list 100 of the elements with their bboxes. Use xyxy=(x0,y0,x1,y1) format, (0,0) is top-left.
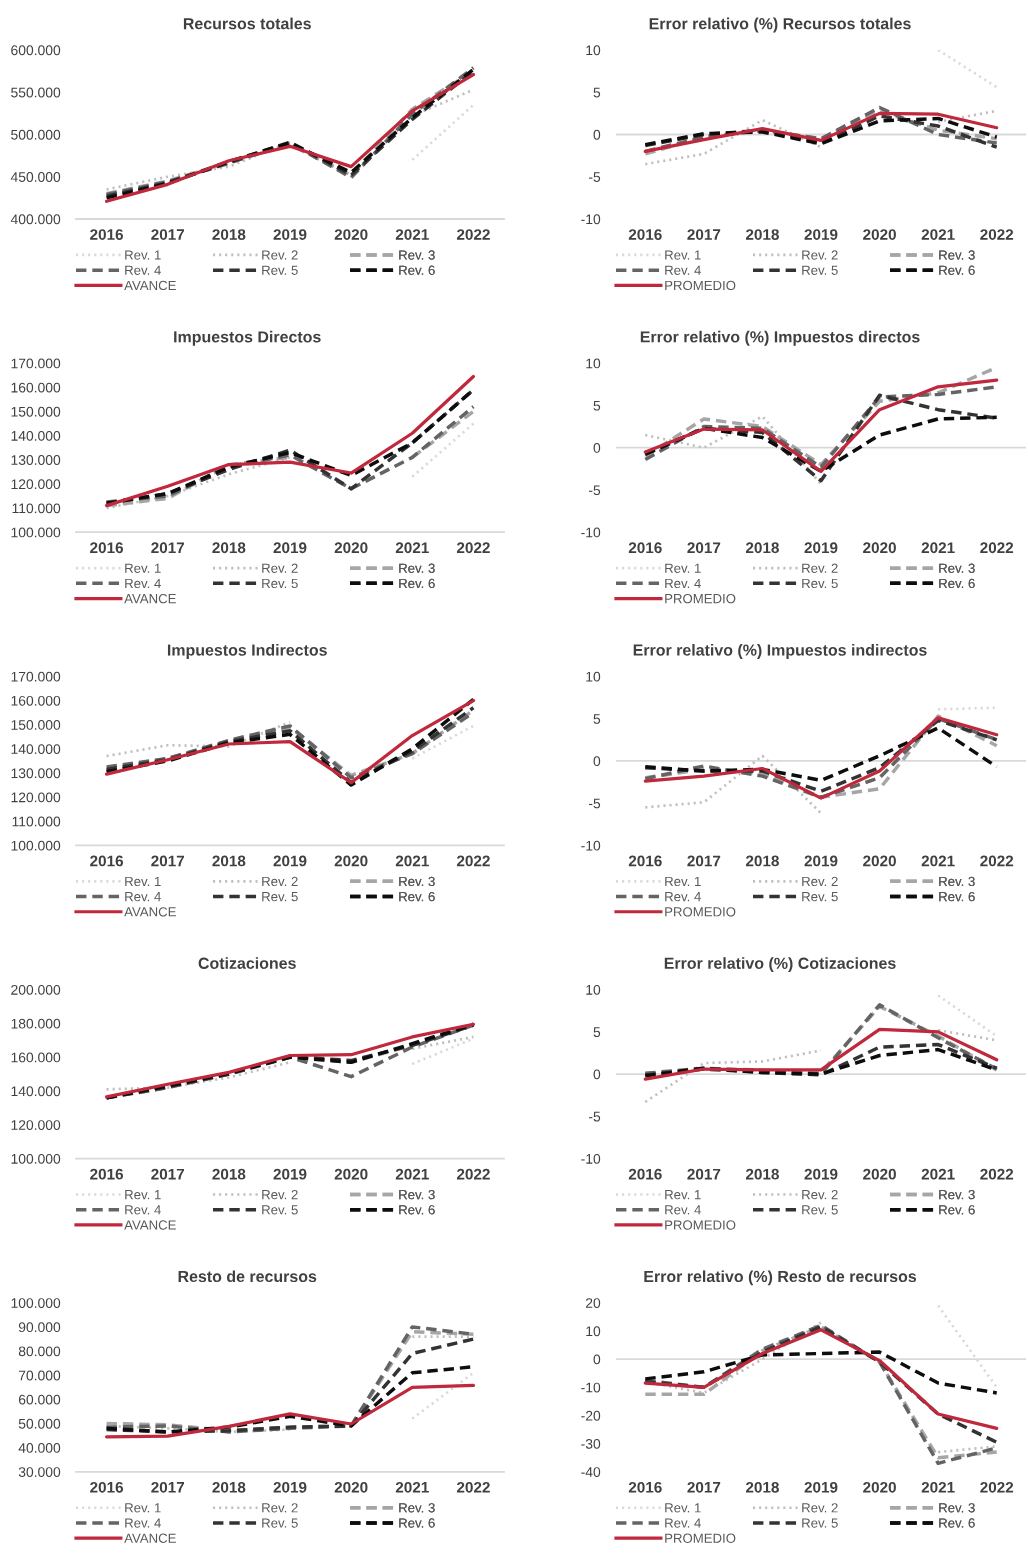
legend-label: Rev. 6 xyxy=(939,265,975,275)
y-tick-label: 110.000 xyxy=(12,816,61,827)
legend-label: Rev. 4 xyxy=(125,1518,161,1528)
y-tick-label: 400.000 xyxy=(10,214,61,225)
legend-label: Rev. 3 xyxy=(399,1503,435,1513)
y-tick-label: 550.000 xyxy=(11,87,61,98)
legend-label: Rev. 3 xyxy=(399,250,435,260)
legend-label: Rev. 4 xyxy=(125,892,161,902)
y-tick-label: 5 xyxy=(593,1027,601,1038)
legend-label: Rev. 5 xyxy=(802,265,838,275)
legend-label: Rev. 2 xyxy=(262,876,298,887)
x-tick-label: 2019 xyxy=(273,1481,307,1493)
x-tick-label: 2017 xyxy=(151,1481,185,1493)
x-tick-label: 2016 xyxy=(90,1481,124,1493)
y-tick-label: 120.000 xyxy=(11,479,61,490)
legend-label: PROMEDIO xyxy=(665,1220,736,1230)
x-tick-label: 2018 xyxy=(212,542,246,554)
chart-title: Recursos totales xyxy=(183,17,311,30)
legend-label: Rev. 5 xyxy=(802,892,838,902)
x-tick-label: 2016 xyxy=(628,542,662,554)
y-tick-label: 30.000 xyxy=(18,1467,61,1477)
legend-label: Rev. 5 xyxy=(802,1205,838,1215)
x-tick-label: 2022 xyxy=(980,229,1014,240)
y-tick-label: 10 xyxy=(586,984,601,995)
y-tick-label: -5 xyxy=(588,1111,601,1122)
legend-label: Rev. 2 xyxy=(262,1503,298,1513)
x-tick-label: 2020 xyxy=(863,1168,896,1180)
y-tick-label: 110.000 xyxy=(12,503,61,514)
legend-label: Rev. 5 xyxy=(262,265,298,275)
legend-label: PROMEDIO xyxy=(665,593,736,604)
x-tick-label: 2016 xyxy=(628,229,662,240)
x-tick-label: 2017 xyxy=(151,855,185,867)
x-tick-label: 2016 xyxy=(628,1168,662,1180)
chart-title: Error relativo (%) Impuestos indirectos xyxy=(633,643,927,659)
x-tick-label: 2022 xyxy=(456,542,490,554)
y-tick-label: -5 xyxy=(588,798,601,809)
x-tick-label: 2020 xyxy=(863,1481,896,1493)
x-tick-label: 2018 xyxy=(745,855,779,867)
y-tick-label: 150.000 xyxy=(11,720,61,730)
y-tick-label: 160.000 xyxy=(11,695,61,706)
x-tick-label: 2017 xyxy=(151,229,185,240)
legend-label: Rev. 4 xyxy=(665,578,701,589)
y-tick-label: 0 xyxy=(593,1069,601,1080)
y-tick-label: 170.000 xyxy=(11,671,61,682)
legend-label: Rev. 4 xyxy=(125,265,161,275)
y-tick-label: 0 xyxy=(593,1354,601,1365)
y-tick-label: 10 xyxy=(586,1326,601,1337)
legend-label: Rev. 5 xyxy=(802,578,838,589)
legend-label: Rev. 4 xyxy=(125,1205,161,1215)
legend-label: AVANCE xyxy=(124,280,176,291)
x-tick-label: 2022 xyxy=(980,855,1014,867)
legend-label: AVANCE xyxy=(124,1533,176,1543)
legend-label: Rev. 3 xyxy=(399,563,435,573)
chart-title: Error relativo (%) Cotizaciones xyxy=(664,957,896,973)
y-tick-label: 150.000 xyxy=(11,406,61,417)
x-tick-label: 2020 xyxy=(863,542,896,554)
y-tick-label: 600.000 xyxy=(11,45,61,56)
legend-label: Rev. 6 xyxy=(399,891,435,902)
legend-label: Rev. 5 xyxy=(802,1518,838,1528)
x-tick-label: 2022 xyxy=(980,1481,1014,1493)
legend-label: Rev. 6 xyxy=(399,1205,435,1215)
x-tick-label: 2020 xyxy=(334,1168,368,1180)
y-tick-label: -5 xyxy=(588,485,601,496)
x-tick-label: 2018 xyxy=(212,1481,246,1493)
x-tick-label: 2017 xyxy=(687,229,721,240)
x-tick-label: 2017 xyxy=(687,542,721,554)
y-tick-label: 500.000 xyxy=(11,129,61,140)
x-tick-label: 2020 xyxy=(334,1481,368,1493)
y-tick-label: 90.000 xyxy=(18,1322,61,1333)
legend-label: Rev. 1 xyxy=(125,250,161,260)
x-tick-label: 2018 xyxy=(745,542,779,554)
y-tick-label: 50.000 xyxy=(18,1418,61,1429)
legend-label: Rev. 3 xyxy=(939,876,975,887)
x-tick-label: 2018 xyxy=(745,229,779,240)
x-tick-label: 2021 xyxy=(395,1168,429,1180)
x-tick-label: 2017 xyxy=(151,542,185,554)
legend-label: Rev. 5 xyxy=(262,892,298,902)
y-tick-label: 5 xyxy=(593,714,601,724)
legend-label: PROMEDIO xyxy=(665,907,736,917)
x-tick-label: 2022 xyxy=(456,229,490,240)
y-tick-label: 0 xyxy=(593,756,601,767)
legend-label: Rev. 6 xyxy=(939,1518,975,1528)
legend-label: Rev. 2 xyxy=(802,250,838,260)
legend-label: AVANCE xyxy=(124,593,176,604)
y-tick-label: 120.000 xyxy=(11,792,61,803)
y-tick-label: -10 xyxy=(581,840,601,851)
legend-label: AVANCE xyxy=(124,907,176,917)
y-tick-label: 170.000 xyxy=(11,358,61,369)
y-tick-label: -10 xyxy=(581,214,601,225)
y-tick-label: -10 xyxy=(581,1153,601,1164)
x-tick-label: 2016 xyxy=(90,1168,124,1180)
x-tick-label: 2022 xyxy=(456,855,490,867)
x-tick-label: 2017 xyxy=(687,1168,721,1180)
legend-label: Rev. 3 xyxy=(399,1189,435,1200)
x-tick-label: 2021 xyxy=(921,1168,955,1180)
x-tick-label: 2016 xyxy=(90,229,124,240)
chart-title: Resto de recursos xyxy=(178,1270,317,1283)
x-tick-label: 2019 xyxy=(804,1168,838,1180)
x-tick-label: 2017 xyxy=(687,1481,721,1493)
legend-label: Rev. 2 xyxy=(802,1503,838,1513)
